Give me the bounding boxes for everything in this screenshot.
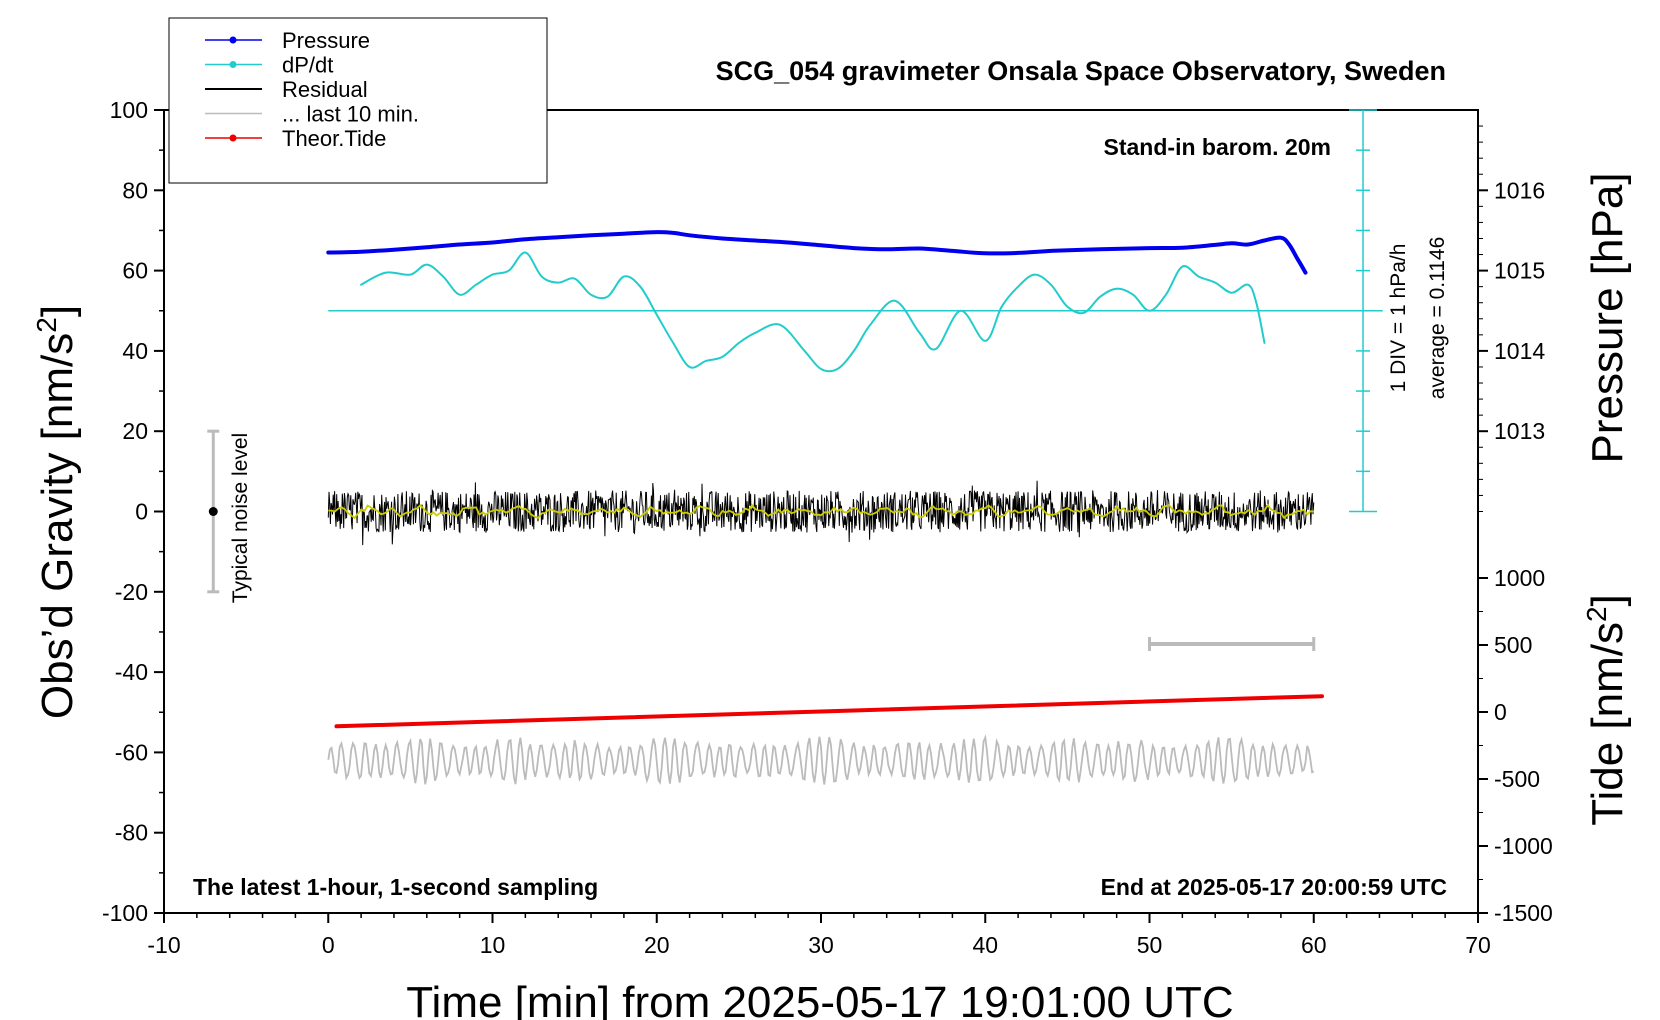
series-pressure: [326, 230, 1308, 275]
tide-tick-label: 0: [1494, 699, 1507, 725]
x-tick-label: 40: [972, 932, 998, 958]
series-layer: [326, 230, 1324, 785]
y-tick-label: 60: [122, 258, 148, 284]
latest-note: The latest 1-hour, 1-second sampling: [193, 874, 598, 900]
x-tick-label: 30: [808, 932, 834, 958]
y-tick-label: -40: [115, 659, 148, 685]
series-residual-smoothed: [328, 503, 1314, 520]
pressure-tick-label: 1014: [1494, 338, 1545, 364]
y-tick-label: 0: [135, 499, 148, 525]
y-axis-label-gravity: Obs’d Gravity [nm/s2]: [31, 305, 82, 719]
legend-marker: [229, 61, 237, 68]
legend-label: ... last 10 min.: [282, 102, 419, 127]
series-theor-tide: [334, 694, 1324, 729]
series-dp-dt: [360, 251, 1266, 373]
gravity-label-sup: 2: [31, 317, 62, 333]
y-tick-label: -80: [115, 820, 148, 846]
tide-tick-label: -1000: [1494, 833, 1553, 859]
tide-label-sup: 2: [1581, 606, 1612, 622]
y-tick-label: 100: [110, 97, 148, 123]
legend-label: Theor.Tide: [282, 126, 386, 151]
y-axis-label-pressure: Pressure [hPa]: [1583, 172, 1632, 463]
x-tick-label: 70: [1465, 932, 1491, 958]
tide-label-close: ]: [1583, 594, 1632, 606]
barometer-note: Stand-in barom. 20m: [1104, 134, 1331, 160]
scale-bar-layer: [207, 109, 1383, 651]
y-tick-label: -100: [102, 900, 148, 926]
x-tick-label: 50: [1137, 932, 1163, 958]
gravity-label-main: Obs’d Gravity [nm/s: [33, 333, 82, 719]
x-tick-label: 10: [480, 932, 506, 958]
legend-label: Residual: [282, 77, 368, 102]
x-tick-label: 0: [322, 932, 335, 958]
tide-tick-label: 1000: [1494, 565, 1545, 591]
tide-tick-label: -1500: [1494, 900, 1553, 926]
y-tick-label: 20: [122, 418, 148, 444]
legend-label: Pressure: [282, 28, 370, 53]
tick-layer: -10 0 10 20 30 40 50 60 70100806040200-20-40-60-…: [102, 97, 1553, 958]
pressure-tick-label: 1015: [1494, 258, 1545, 284]
chart-title: SCG_054 gravimeter Onsala Space Observat…: [716, 56, 1446, 86]
legend-label: dP/dt: [282, 53, 333, 78]
x-axis-label: Time [min] from 2025-05-17 19:01:00 UTC: [406, 978, 1233, 1020]
x-tick-label: 20: [644, 932, 670, 958]
noise-label: Typical noise level: [229, 433, 252, 603]
series-residual: [327, 480, 1315, 546]
y-axis-label-tide: Tide [nm/s2]: [1581, 594, 1632, 826]
end-note: End at 2025-05-17 20:00:59 UTC: [1101, 874, 1447, 900]
x-tick-label: 60: [1301, 932, 1327, 958]
x-tick-label: -10: [147, 932, 180, 958]
y-tick-label: -20: [115, 579, 148, 605]
legend-box: [168, 17, 548, 184]
legend-marker: [229, 36, 237, 44]
y-tick-label: -60: [115, 739, 148, 765]
tide-tick-label: 500: [1494, 632, 1532, 658]
legend-marker: [229, 134, 237, 142]
tide-tick-label: -500: [1494, 766, 1540, 792]
average-label: average = 0.1146: [1426, 237, 1449, 400]
tide-label-main: Tide [nm/s: [1583, 622, 1632, 826]
div-label: 1 DIV = 1 hPa/h: [1387, 244, 1410, 393]
gravity-label-close: ]: [33, 305, 82, 317]
y-tick-label: 80: [122, 177, 148, 203]
pressure-tick-label: 1016: [1494, 177, 1545, 203]
series-last-10-min: [327, 734, 1315, 785]
noise-bar-dot: [208, 507, 218, 516]
pressure-tick-label: 1013: [1494, 418, 1545, 444]
y-tick-label: 40: [122, 338, 148, 364]
